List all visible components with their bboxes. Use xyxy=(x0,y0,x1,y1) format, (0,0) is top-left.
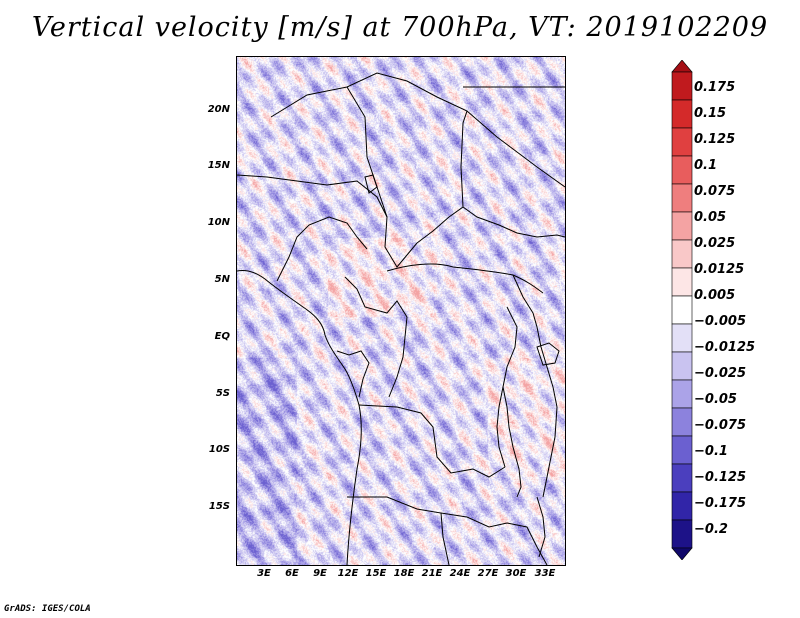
colorbar-swatch xyxy=(671,351,693,381)
colorbar xyxy=(671,60,693,560)
colorbar-swatch xyxy=(671,407,693,437)
sudan-border xyxy=(466,110,565,188)
colorbar-swatch xyxy=(671,547,693,560)
colorbar-swatch xyxy=(671,491,693,521)
lake-victoria xyxy=(536,342,560,366)
velocity-field-raster xyxy=(237,57,565,565)
colorbar-swatch xyxy=(671,127,693,157)
border-south-sudan xyxy=(462,206,565,238)
lat-label: EQ xyxy=(214,331,230,342)
colorbar-swatch xyxy=(671,463,693,493)
colorbar-label: 0.05 xyxy=(694,210,727,225)
border-chad xyxy=(346,86,418,268)
grads-credit: GrADS: IGES/COLA xyxy=(4,604,91,614)
nigeria-border xyxy=(276,216,368,282)
border-uganda xyxy=(512,274,542,348)
colorbar-label: 0.075 xyxy=(694,184,736,199)
colorbar-swatch xyxy=(671,99,693,129)
colorbar-label: −0.125 xyxy=(694,470,747,485)
colorbar-swatch xyxy=(671,183,693,213)
lon-label: 24E xyxy=(449,568,471,579)
colorbar-label: 0.1 xyxy=(694,158,718,173)
colorbar-label: −0.175 xyxy=(694,496,747,511)
chart-title: Vertical velocity [m/s] at 700hPa, VT: 2… xyxy=(31,12,769,43)
lat-label: 10N xyxy=(207,217,230,228)
border-zambia xyxy=(440,512,548,565)
colorbar-label: −0.05 xyxy=(694,392,737,407)
colorbar-label: 0.15 xyxy=(694,106,727,121)
lat-label: 10S xyxy=(208,444,230,455)
lon-label: 12E xyxy=(337,568,359,579)
border-tanzania xyxy=(540,346,558,498)
lake-malawi xyxy=(536,496,546,558)
border-car xyxy=(386,263,544,294)
colorbar-swatch xyxy=(671,379,693,409)
lon-label: 6E xyxy=(285,568,299,579)
lon-label: 9E xyxy=(313,568,327,579)
colorbar-label: −0.025 xyxy=(694,366,747,381)
border-congo xyxy=(388,316,408,398)
lon-label: 21E xyxy=(421,568,443,579)
colorbar-swatch xyxy=(671,71,693,101)
colorbar-swatch xyxy=(671,239,693,269)
colorbar-label: 0.125 xyxy=(694,132,736,147)
map-plot-area xyxy=(236,56,566,566)
colorbar-label: −0.0125 xyxy=(694,340,756,355)
country-borders xyxy=(237,72,565,565)
colorbar-label: −0.005 xyxy=(694,314,747,329)
border-drc-south xyxy=(358,404,506,478)
lake-tanganyika xyxy=(502,386,522,498)
colorbar-label: 0.175 xyxy=(694,80,736,95)
lat-label: 5S xyxy=(215,388,230,399)
lon-label: 18E xyxy=(393,568,415,579)
colorbar-swatch xyxy=(671,435,693,465)
border-cameroon xyxy=(344,276,408,318)
lake-chad xyxy=(364,174,378,194)
colorbar-label: 0.005 xyxy=(694,288,736,303)
colorbar-swatch xyxy=(671,519,693,549)
border-angola xyxy=(347,496,450,565)
colorbar-swatch xyxy=(671,211,693,241)
lat-label: 15N xyxy=(207,160,230,171)
lon-label: 3E xyxy=(257,568,271,579)
colorbar-label: 0.025 xyxy=(694,236,736,251)
lat-label: 15S xyxy=(208,501,230,512)
border-north-2 xyxy=(237,174,388,218)
gabon-border xyxy=(336,350,370,398)
lon-label: 15E xyxy=(365,568,387,579)
coastline-west xyxy=(237,270,362,565)
colorbar-label: −0.1 xyxy=(694,444,728,459)
border-north-1 xyxy=(270,72,468,244)
colorbar-swatch xyxy=(671,155,693,185)
lat-label: 20N xyxy=(207,104,230,115)
colorbar-label: −0.075 xyxy=(694,418,747,433)
lon-label: 27E xyxy=(477,568,499,579)
border-drc-east xyxy=(496,306,518,468)
colorbar-label: −0.2 xyxy=(694,522,728,537)
colorbar-swatch xyxy=(671,323,693,353)
colorbar-swatch xyxy=(671,295,693,325)
colorbar-swatch xyxy=(671,60,693,73)
lon-label: 30E xyxy=(505,568,527,579)
colorbar-swatch xyxy=(671,267,693,297)
lat-label: 5N xyxy=(214,274,230,285)
lon-label: 33E xyxy=(534,568,556,579)
colorbar-label: 0.0125 xyxy=(694,262,745,277)
